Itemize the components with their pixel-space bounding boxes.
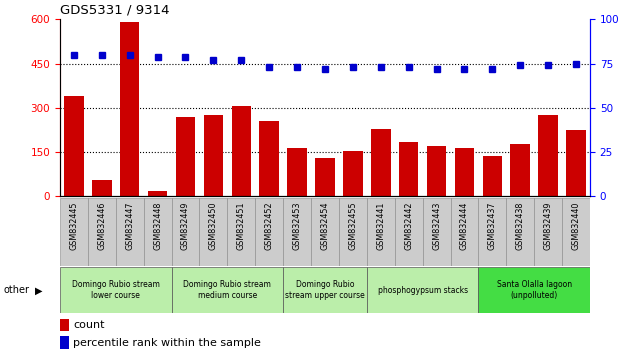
Text: GSM832441: GSM832441 — [376, 202, 386, 250]
Bar — [478, 198, 506, 266]
Text: GSM832438: GSM832438 — [516, 202, 525, 250]
Text: GSM832444: GSM832444 — [460, 202, 469, 250]
Text: GSM832451: GSM832451 — [237, 202, 245, 250]
Bar — [259, 121, 279, 196]
Bar — [232, 107, 251, 196]
Bar — [283, 198, 311, 266]
Bar — [199, 198, 227, 266]
Bar — [311, 198, 339, 266]
Bar — [483, 156, 502, 196]
Bar — [283, 267, 367, 313]
Text: Domingo Rubio stream
lower course: Domingo Rubio stream lower course — [72, 280, 160, 300]
Bar — [339, 198, 367, 266]
Text: GSM832450: GSM832450 — [209, 202, 218, 250]
Bar — [451, 198, 478, 266]
Bar — [227, 198, 255, 266]
Bar — [316, 158, 334, 196]
Bar — [172, 198, 199, 266]
Bar — [395, 198, 423, 266]
Bar — [255, 198, 283, 266]
Bar — [175, 117, 195, 196]
Bar — [88, 198, 115, 266]
Text: GSM832446: GSM832446 — [97, 202, 106, 250]
Bar — [478, 267, 590, 313]
Bar — [510, 144, 530, 196]
Bar — [371, 129, 391, 196]
Bar — [115, 198, 144, 266]
Text: count: count — [73, 320, 105, 330]
Bar — [204, 115, 223, 196]
Bar — [534, 198, 562, 266]
Text: GSM832437: GSM832437 — [488, 202, 497, 250]
Bar — [367, 267, 478, 313]
Text: GSM832448: GSM832448 — [153, 202, 162, 250]
Text: GSM832445: GSM832445 — [69, 202, 78, 250]
Bar — [566, 130, 586, 196]
Bar — [287, 148, 307, 196]
Text: GSM832449: GSM832449 — [181, 202, 190, 250]
Bar — [343, 151, 363, 196]
Bar — [455, 148, 475, 196]
Bar — [60, 319, 69, 331]
Text: ▶: ▶ — [35, 285, 42, 295]
Bar — [172, 267, 283, 313]
Text: phosphogypsum stacks: phosphogypsum stacks — [377, 286, 468, 295]
Text: GSM832439: GSM832439 — [544, 202, 553, 250]
Text: GDS5331 / 9314: GDS5331 / 9314 — [60, 4, 170, 17]
Text: GSM832455: GSM832455 — [348, 202, 357, 250]
Bar — [562, 198, 590, 266]
Text: Santa Olalla lagoon
(unpolluted): Santa Olalla lagoon (unpolluted) — [497, 280, 572, 300]
Text: GSM832442: GSM832442 — [404, 202, 413, 250]
Bar — [148, 191, 167, 196]
Text: Domingo Rubio stream
medium course: Domingo Rubio stream medium course — [184, 280, 271, 300]
Bar — [120, 22, 139, 196]
Bar — [92, 180, 112, 196]
Text: GSM832452: GSM832452 — [264, 202, 274, 250]
Text: GSM832453: GSM832453 — [293, 202, 302, 250]
Text: other: other — [3, 285, 29, 295]
Text: percentile rank within the sample: percentile rank within the sample — [73, 338, 261, 348]
Bar — [506, 198, 534, 266]
Text: GSM832443: GSM832443 — [432, 202, 441, 250]
Bar — [538, 115, 558, 196]
Bar — [427, 146, 446, 196]
Bar — [60, 267, 172, 313]
Bar — [399, 142, 418, 196]
Bar — [60, 198, 88, 266]
Bar — [367, 198, 395, 266]
Bar — [64, 96, 84, 196]
Bar — [60, 336, 69, 349]
Text: GSM832454: GSM832454 — [321, 202, 329, 250]
Text: GSM832440: GSM832440 — [572, 202, 581, 250]
Bar — [144, 198, 172, 266]
Text: GSM832447: GSM832447 — [125, 202, 134, 250]
Bar — [423, 198, 451, 266]
Text: Domingo Rubio
stream upper course: Domingo Rubio stream upper course — [285, 280, 365, 300]
